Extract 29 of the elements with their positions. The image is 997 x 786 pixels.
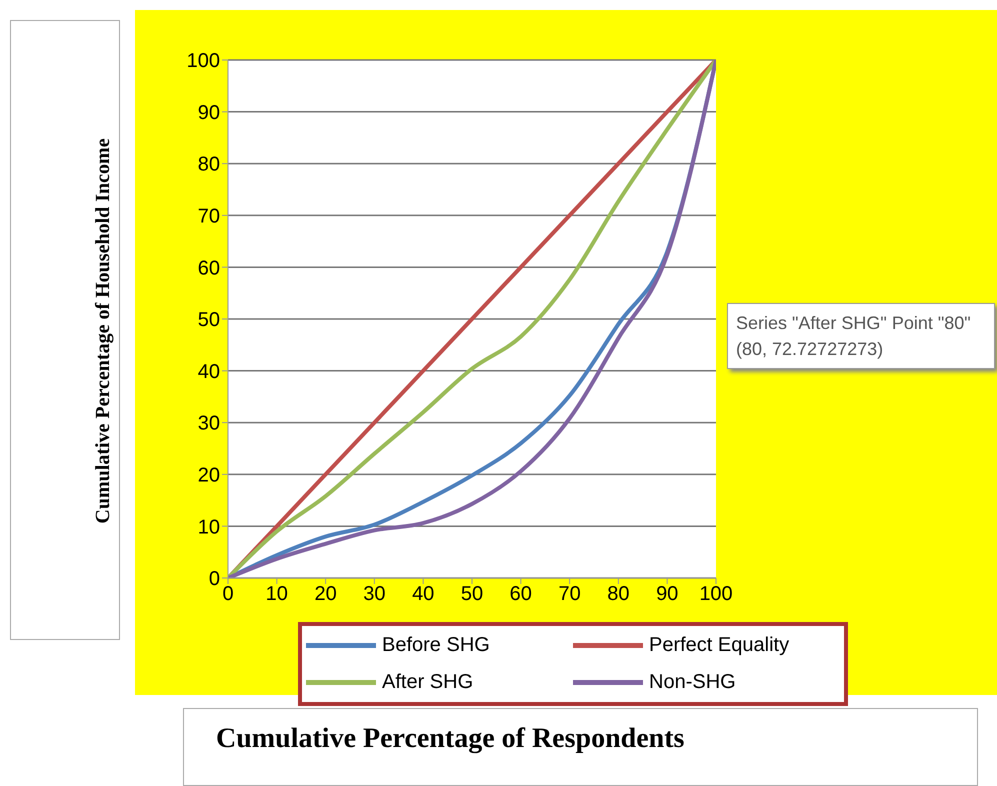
y-tick-label: 50 (198, 309, 220, 332)
x-tick-label: 80 (607, 583, 630, 606)
x-tick-label: 0 (222, 583, 234, 606)
y-tick-label: 30 (198, 412, 220, 435)
x-tick-label: 100 (699, 583, 733, 606)
x-tick-label: 40 (412, 583, 434, 606)
y-tick-label: 60 (198, 257, 220, 280)
y-tick-label: 70 (198, 206, 220, 228)
legend-label: Before SHG (382, 634, 490, 657)
legend-label: Non-SHG (649, 671, 736, 694)
x-tick-label: 90 (656, 583, 678, 606)
legend-label: After SHG (382, 671, 474, 694)
y-tick-label: 100 (186, 50, 220, 72)
y-axis-title: Cumulative Percentage of Household Income (91, 137, 115, 526)
y-tick-label: 10 (198, 516, 220, 538)
y-tick-label: 20 (198, 464, 220, 486)
x-tick-label: 50 (460, 583, 484, 606)
x-tick-label: 10 (266, 583, 288, 606)
y-tick-label: 40 (198, 360, 220, 383)
x-tick-label: 60 (510, 583, 532, 606)
y-tick-label: 90 (198, 102, 220, 124)
x-tick-label: 30 (363, 583, 386, 606)
tooltip-callout: Series "After SHG" Point "80" (80, 72.72727273) (727, 303, 995, 369)
x-tick-label: 70 (558, 583, 581, 606)
y-tick-label: 0 (208, 568, 220, 590)
y-tick-label: 80 (198, 154, 220, 176)
legend-label: Perfect Equality (649, 634, 790, 657)
x-tick-label: 20 (314, 583, 337, 606)
x-axis-title: Cumulative Percentage of Respondents (216, 723, 684, 754)
